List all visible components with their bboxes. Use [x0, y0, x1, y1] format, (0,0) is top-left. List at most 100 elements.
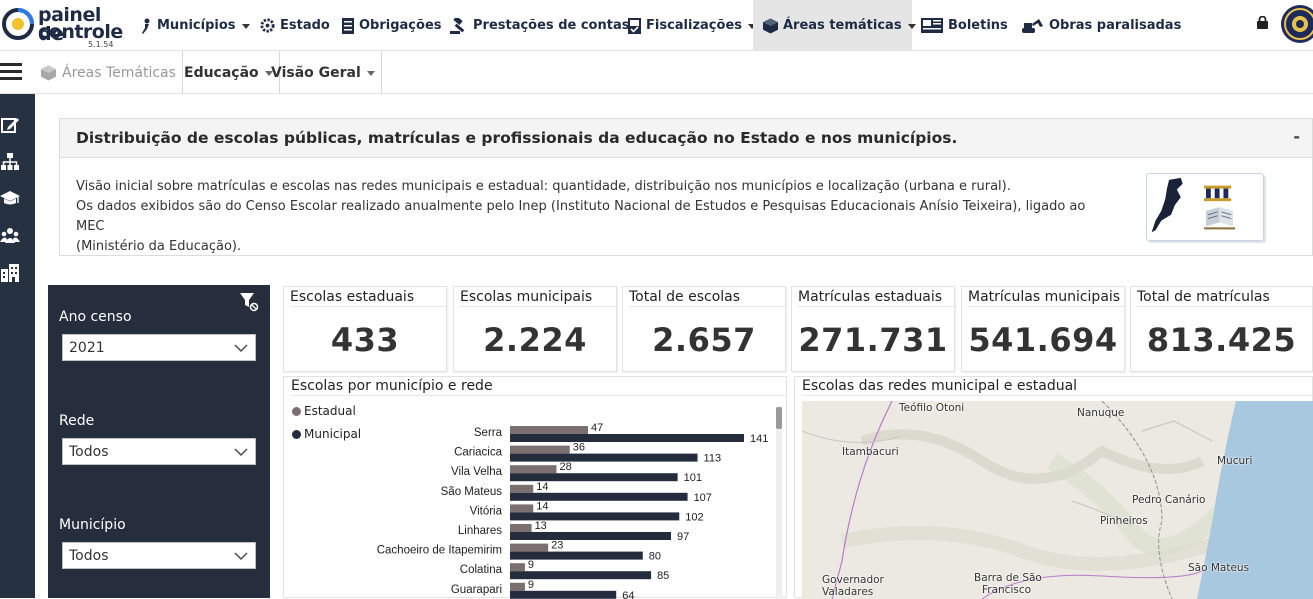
ano-censo-label: Ano censo: [59, 309, 132, 325]
map-card: Escolas das redes municipal e estadual T…: [794, 376, 1313, 599]
collapse-button[interactable]: -: [1293, 127, 1300, 146]
breadcrumb-areas-tematicas[interactable]: Áreas Temáticas: [35, 51, 183, 94]
sitemap-icon[interactable]: [0, 152, 20, 172]
data-label-estadual: 14: [536, 500, 548, 512]
category-label: Vitória: [470, 505, 503, 517]
nav-item-municipios[interactable]: Municípios: [140, 0, 250, 51]
legend-swatch: [292, 429, 301, 439]
bar-estadual: [510, 563, 525, 572]
breadcrumb-view-label: Visão Geral: [271, 64, 361, 81]
breadcrumb-educacao[interactable]: Educação: [178, 51, 280, 94]
map-background: [802, 401, 1313, 599]
municipio-value: Todos: [69, 547, 109, 564]
kpi-label: Escolas estaduais: [290, 289, 415, 305]
category-label: Guarapari: [451, 584, 502, 596]
excavator-icon: [1022, 19, 1043, 33]
ano-censo-select[interactable]: 2021: [62, 334, 256, 361]
bar-municipal: [510, 492, 688, 501]
municipio-select[interactable]: Todos: [62, 542, 256, 569]
bar-municipal: [510, 590, 617, 599]
category-label: Colatina: [460, 564, 503, 576]
edit-icon[interactable]: [0, 115, 20, 135]
category-label: São Mateus: [441, 486, 503, 498]
kpi-label: Matrículas municipais: [968, 289, 1121, 305]
bar-chart-card: Serra 47 141 Cariacica 36 113 Vila Velha 28 101 S…: [283, 376, 787, 599]
intro-panel: Distribuição de escolas públicas, matríc…: [59, 118, 1313, 256]
map-label-city: Barra de São: [974, 572, 1042, 584]
nav-label: Boletins: [948, 18, 1008, 33]
graduation-cap-icon[interactable]: [0, 189, 20, 209]
nav-item-boletins[interactable]: Boletins: [921, 0, 1008, 51]
chevron-down-icon: [264, 71, 273, 76]
map-view[interactable]: Teófilo Otoni Nanuque Itambacuri Mucuri …: [802, 401, 1313, 599]
category-label: Vila Velha: [451, 466, 503, 478]
bar-estadual: [510, 465, 557, 474]
bar-municipal: [510, 551, 643, 560]
bar-estadual: [510, 543, 549, 552]
kpi-label: Escolas municipais: [460, 289, 593, 305]
file-check-icon: [628, 17, 641, 34]
data-label-municipal: 102: [685, 511, 703, 523]
nav-label: Estado: [280, 18, 330, 33]
map-label-city: Itambacuri: [842, 446, 899, 458]
bar-estadual: [510, 504, 534, 513]
data-label-estadual: 9: [528, 579, 534, 591]
kpi-label: Matrículas estaduais: [798, 289, 943, 305]
chart-scrollbar[interactable]: [776, 407, 782, 599]
data-label-municipal: 107: [694, 492, 712, 504]
bar-chart: Serra 47 141 Cariacica 36 113 Vila Velha 28 101 S…: [377, 422, 769, 599]
description-line: Visão inicial sobre matrículas e escolas…: [76, 179, 1011, 194]
nav-item-obrigacoes[interactable]: Obrigações: [342, 0, 442, 51]
ano-censo-value: 2021: [69, 339, 105, 356]
legend-item-estadual[interactable]: Estadual: [292, 404, 356, 418]
legend-item-municipal[interactable]: Municipal: [292, 427, 361, 441]
kpi-label: Total de matrículas: [1137, 289, 1270, 305]
category-label: Cariacica: [454, 447, 503, 459]
breadcrumb-bar: Áreas Temáticas Educação Visão Geral: [0, 51, 1313, 94]
kpi-value: 541.694: [968, 321, 1118, 359]
cube-icon: [41, 65, 56, 80]
scrollbar-thumb[interactable]: [776, 407, 782, 429]
education-illustration-icon: [1146, 173, 1264, 241]
buildings-icon[interactable]: [0, 263, 20, 283]
nav-item-fiscalizacoes[interactable]: Fiscalizações: [628, 0, 756, 51]
bar-municipal: [510, 453, 698, 462]
nav-label: Obrigações: [359, 18, 442, 33]
kpi-total-matriculas: Total de matrículas 813.425: [1130, 286, 1313, 372]
bar-municipal: [510, 532, 671, 540]
data-label-municipal: 64: [622, 590, 634, 599]
bar-estadual: [510, 445, 570, 454]
nav-item-obras-paralisadas[interactable]: Obras paralisadas: [1022, 0, 1181, 51]
app-version: 5.1.54: [88, 40, 114, 49]
map-title: Escolas das redes municipal e estadual: [802, 378, 1078, 394]
chevron-down-icon: [907, 24, 916, 29]
rede-select[interactable]: Todos: [62, 438, 256, 465]
institution-emblem-icon: [1281, 5, 1313, 43]
bar-estadual: [510, 426, 588, 434]
data-label-municipal: 97: [677, 531, 689, 543]
kpi-total-escolas: Total de escolas 2.657: [622, 286, 786, 372]
breadcrumb-visao-geral[interactable]: Visão Geral: [265, 51, 382, 94]
lock-icon[interactable]: [1257, 16, 1268, 29]
nav-item-prestacoes[interactable]: Prestações de contas: [450, 0, 629, 51]
municipio-label: Município: [59, 517, 126, 533]
legend-swatch: [292, 406, 301, 416]
users-icon[interactable]: [0, 226, 20, 246]
nav-item-estado[interactable]: Estado: [260, 0, 330, 51]
data-label-municipal: 85: [657, 570, 669, 582]
filter-pane: Ano censo 2021 Rede Todos Município Todo…: [48, 285, 270, 598]
kpi-value: 2.224: [483, 321, 587, 359]
clear-filter-icon[interactable]: [239, 292, 259, 312]
kpi-label: Total de escolas: [629, 289, 741, 305]
kpi-value: 813.425: [1146, 321, 1297, 359]
rede-label: Rede: [59, 413, 95, 429]
data-label-municipal: 80: [649, 551, 661, 563]
rede-value: Todos: [69, 443, 109, 460]
app-logo[interactable]: painel de controle 5.1.54: [0, 4, 123, 49]
chevron-down-icon: [241, 24, 250, 29]
hamburger-menu-icon[interactable]: [0, 63, 22, 81]
data-label-estadual: 23: [551, 540, 563, 552]
nav-item-areas-tematicas[interactable]: Áreas temáticas: [753, 0, 916, 51]
panel-header: Distribuição de escolas públicas, matríc…: [60, 119, 1312, 158]
logo-line-1: painel de: [38, 4, 101, 45]
